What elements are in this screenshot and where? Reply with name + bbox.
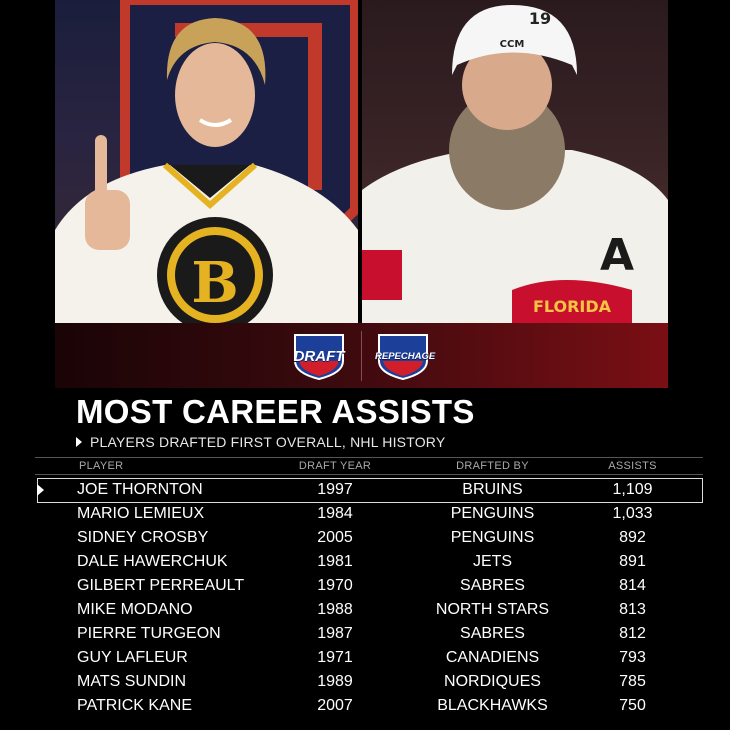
- player-name: JOE THORNTON: [77, 481, 203, 498]
- assists: 892: [619, 529, 646, 546]
- veteran-player-photo: A FLORIDA CCM 19: [362, 0, 668, 323]
- drafted-by: PENGUINS: [450, 505, 535, 522]
- assists: 1,109: [612, 481, 653, 498]
- draft-year: 1987: [317, 625, 353, 642]
- drafted-by: NORDIQUES: [444, 673, 541, 690]
- drafted-by: BRUINS: [462, 481, 523, 498]
- table-row: MARIO LEMIEUX 1984 PENGUINS 1,033: [0, 502, 730, 526]
- draft-year: 1970: [317, 577, 353, 594]
- table-row: GILBERT PERREAULT 1970 SABRES 814: [0, 574, 730, 598]
- table-row: MIKE MODANO 1988 NORTH STARS 813: [0, 598, 730, 622]
- table-row: JOE THORNTON 1997 BRUINS 1,109: [0, 478, 730, 502]
- header-player: PLAYER: [79, 460, 124, 472]
- assists: 891: [619, 553, 646, 570]
- svg-text:19: 19: [529, 9, 551, 28]
- header-drafted-by: DRAFTED BY: [456, 460, 529, 472]
- svg-text:A: A: [600, 230, 634, 281]
- player-name: MIKE MODANO: [77, 601, 193, 618]
- header-draft-year: DRAFT YEAR: [298, 460, 372, 472]
- table-top-rule: [35, 457, 703, 458]
- draft-year: 1997: [317, 481, 353, 498]
- table-row: DALE HAWERCHUK 1981 JETS 891: [0, 550, 730, 574]
- young-player-photo: B: [55, 0, 358, 323]
- draft-year: 1971: [317, 649, 353, 666]
- drafted-by: CANADIENS: [445, 649, 540, 666]
- player-name: PIERRE TURGEON: [77, 625, 221, 642]
- assists: 814: [619, 577, 646, 594]
- play-triangle-icon: [76, 437, 82, 447]
- svg-text:FLORIDA: FLORIDA: [533, 297, 612, 316]
- highlight-pointer-icon: [37, 484, 44, 496]
- photo-banner: B A FLORIDA CCM 19: [55, 0, 668, 323]
- event-banner: DRAFT REPECHAGE: [55, 323, 668, 388]
- page-title: MOST CAREER ASSISTS: [76, 393, 475, 430]
- player-name: GILBERT PERREAULT: [77, 577, 245, 594]
- player-name: PATRICK KANE: [77, 697, 192, 714]
- draft-year: 2007: [317, 697, 353, 714]
- player-name: GUY LAFLEUR: [77, 649, 188, 666]
- draft-logo-text: DRAFT: [293, 348, 345, 365]
- svg-text:CCM: CCM: [500, 39, 525, 50]
- draft-year: 1989: [317, 673, 353, 690]
- table-header-rule: [35, 474, 703, 475]
- draft-year: 1984: [317, 505, 353, 522]
- page-subtitle: PLAYERS DRAFTED FIRST OVERALL, NHL HISTO…: [76, 434, 445, 450]
- logo-divider: [361, 331, 362, 381]
- drafted-by: BLACKHAWKS: [437, 697, 548, 714]
- assists: 1,033: [612, 505, 653, 522]
- draft-logo: DRAFT: [291, 331, 347, 381]
- player-name: SIDNEY CROSBY: [77, 529, 209, 546]
- table-row: PATRICK KANE 2007 BLACKHAWKS 750: [0, 694, 730, 718]
- assists: 750: [619, 697, 646, 714]
- drafted-by: JETS: [472, 553, 513, 570]
- repechage-logo: REPECHAGE: [375, 331, 436, 381]
- assists: 793: [619, 649, 646, 666]
- subtitle-text: PLAYERS DRAFTED FIRST OVERALL, NHL HISTO…: [90, 434, 446, 450]
- player-name: MATS SUNDIN: [77, 673, 187, 690]
- drafted-by: NORTH STARS: [435, 601, 550, 618]
- player-name: MARIO LEMIEUX: [77, 505, 205, 522]
- svg-text:B: B: [191, 250, 238, 316]
- player-name: DALE HAWERCHUK: [77, 553, 228, 570]
- table-row: SIDNEY CROSBY 2005 PENGUINS 892: [0, 526, 730, 550]
- draft-year: 1981: [317, 553, 353, 570]
- assists: 813: [619, 601, 646, 618]
- assists: 785: [619, 673, 646, 690]
- assists: 812: [619, 625, 646, 642]
- table-row: MATS SUNDIN 1989 NORDIQUES 785: [0, 670, 730, 694]
- drafted-by: SABRES: [460, 625, 525, 642]
- drafted-by: PENGUINS: [450, 529, 535, 546]
- header-assists: ASSISTS: [608, 460, 657, 472]
- draft-year: 2005: [317, 529, 353, 546]
- draft-year: 1988: [317, 601, 353, 618]
- repechage-logo-text: REPECHAGE: [375, 351, 436, 362]
- table-row: PIERRE TURGEON 1987 SABRES 812: [0, 622, 730, 646]
- drafted-by: SABRES: [460, 577, 525, 594]
- table-row: GUY LAFLEUR 1971 CANADIENS 793: [0, 646, 730, 670]
